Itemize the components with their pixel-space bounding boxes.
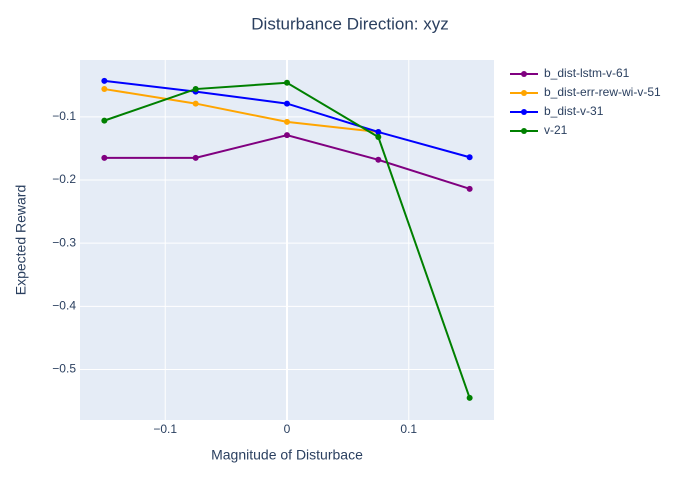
data-point (466, 394, 473, 401)
y-tick-label: −0.2 (52, 172, 76, 186)
y-tick-label: −0.4 (52, 298, 76, 312)
data-point (466, 185, 473, 192)
legend-label: b_dist-err-rew-wi-v-51 (544, 85, 661, 99)
chart-title: Disturbance Direction: xyz (251, 14, 448, 33)
data-point (101, 154, 108, 161)
x-axis-label: Magnitude of Disturbace (211, 447, 363, 463)
series-line (104, 88, 379, 133)
data-point (375, 129, 382, 135)
data-point (101, 77, 108, 84)
data-point (101, 117, 108, 124)
legend-marker (521, 90, 527, 96)
data-point (284, 132, 290, 139)
x-tick-label: −0.1 (153, 422, 177, 436)
legend-marker (521, 71, 527, 77)
data-point (375, 156, 382, 163)
y-tick-label: −0.3 (52, 235, 76, 249)
data-point (284, 100, 290, 107)
data-point (466, 154, 473, 161)
legend-marker (521, 128, 527, 134)
data-point (192, 154, 199, 161)
legend-label: b_dist-v-31 (544, 104, 604, 118)
data-point (192, 100, 199, 107)
y-axis-label: Expected Reward (13, 185, 29, 296)
y-tick-label: −0.1 (52, 109, 76, 123)
legend-label: v-21 (544, 123, 568, 137)
legend-marker (521, 109, 527, 115)
x-tick-label: 0 (284, 422, 291, 436)
data-point (192, 86, 199, 93)
data-point (101, 86, 108, 93)
data-point (375, 134, 382, 141)
data-point (284, 118, 290, 125)
legend-label: b_dist-lstm-v-61 (544, 66, 630, 80)
y-tick-label: −0.5 (52, 362, 76, 376)
x-tick-label: 0.1 (400, 422, 417, 436)
data-point (284, 79, 290, 86)
